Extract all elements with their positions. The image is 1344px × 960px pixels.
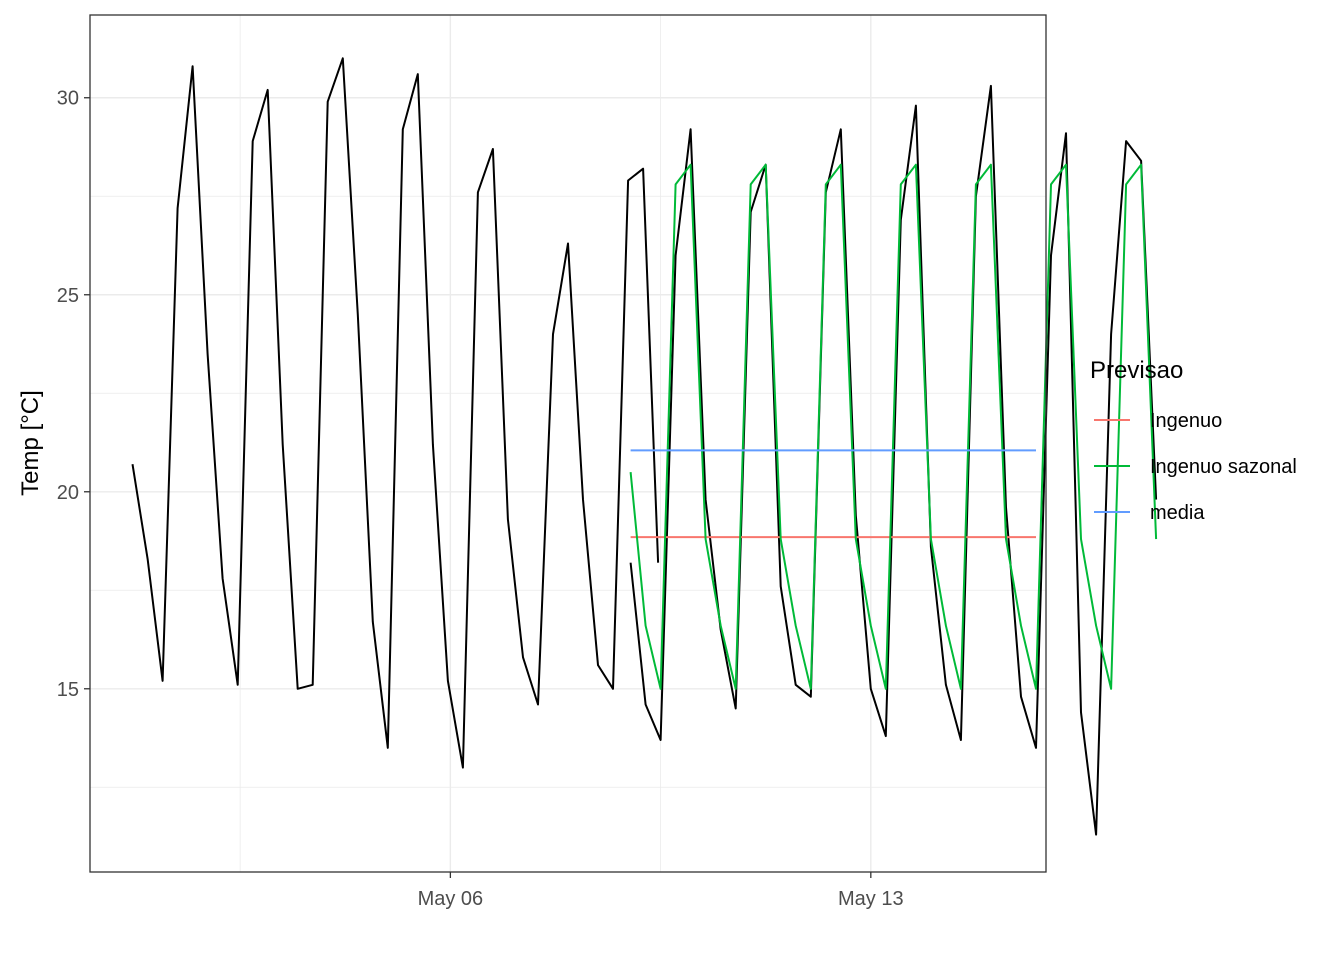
- x-axis: May 06 May 13: [418, 872, 904, 910]
- series-line-ingenuo-sazonal: [629, 163, 1158, 690]
- legend-label-ingenuo: Ingenuo: [1150, 410, 1222, 432]
- series-layer: [131, 57, 1158, 836]
- y-axis-title: Temp [°C]: [17, 390, 44, 496]
- x-tick-label: May 06: [418, 888, 484, 910]
- x-tick-label: May 13: [838, 888, 904, 910]
- series-line-observed: [131, 57, 660, 769]
- legend-label-media: media: [1150, 502, 1205, 524]
- legend: Previsao Ingenuo Ingenuo sazonal media: [1090, 357, 1297, 524]
- legend-title: Previsao: [1090, 357, 1183, 384]
- minor-grid: [90, 15, 1046, 872]
- y-axis: 15 20 25 30: [57, 88, 90, 701]
- y-tick-label: 20: [57, 482, 79, 504]
- plot-border: [89, 14, 1047, 873]
- major-grid: [90, 15, 1046, 872]
- y-tick-label: 15: [57, 679, 79, 701]
- legend-label-ingenuo-sazonal: Ingenuo sazonal: [1150, 456, 1297, 478]
- y-tick-label: 30: [57, 88, 79, 110]
- y-tick-label: 25: [57, 285, 79, 307]
- plot-panel: [90, 15, 1046, 872]
